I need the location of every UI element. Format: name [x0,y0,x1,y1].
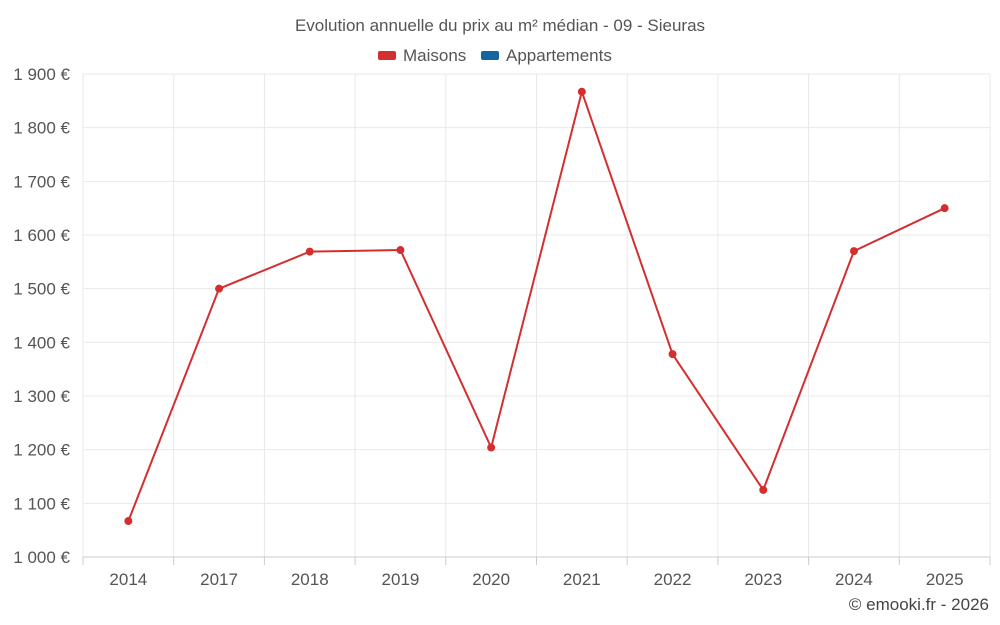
data-point[interactable] [124,517,133,526]
x-tick-label: 2018 [291,570,329,589]
x-tick-label: 2014 [109,570,147,589]
y-tick-label: 1 000 € [13,548,70,567]
data-point[interactable] [487,443,496,452]
y-tick-label: 1 500 € [13,280,70,299]
x-tick-label: 2017 [200,570,238,589]
axes [82,556,991,565]
y-tick-label: 1 700 € [13,172,70,191]
legend-label-appartements: Appartements [506,46,612,65]
x-tick-label: 2024 [835,570,873,589]
data-point[interactable] [577,87,586,96]
legend: Maisons Appartements [378,46,612,65]
legend-swatch-appartements [481,51,499,60]
y-tick-label: 1 400 € [13,333,70,352]
legend-label-maisons: Maisons [403,46,466,65]
y-axis-labels: 1 000 € 1 100 € 1 200 € 1 300 € 1 400 € 1 500… [13,65,70,567]
credit-text: © emooki.fr - 2026 [849,595,989,614]
data-point[interactable] [849,247,858,256]
legend-swatch-maisons [378,51,396,60]
data-point[interactable] [215,284,224,293]
y-tick-label: 1 600 € [13,226,70,245]
series-line [127,90,946,522]
legend-item-maisons[interactable]: Maisons [378,46,466,65]
data-point[interactable] [759,485,768,494]
series-maisons [124,87,949,526]
x-tick-label: 2023 [744,570,782,589]
legend-item-appartements[interactable]: Appartements [481,46,612,65]
y-tick-label: 1 200 € [13,441,70,460]
x-tick-label: 2022 [654,570,692,589]
x-tick-label: 2020 [472,570,510,589]
x-tick-label: 2025 [926,570,964,589]
data-point[interactable] [396,246,405,255]
x-axis-labels: 2014 2017 2018 2019 2020 2021 2022 2023 2024 2025 [109,570,963,589]
y-tick-label: 1 300 € [13,387,70,406]
y-tick-label: 1 100 € [13,494,70,513]
x-tick-label: 2019 [382,570,420,589]
data-point[interactable] [668,350,677,359]
y-tick-label: 1 900 € [13,65,70,84]
data-point[interactable] [305,247,314,256]
chart-title: Evolution annuelle du prix au m² médian … [295,16,705,35]
x-tick-label: 2021 [563,570,601,589]
grid-lines [82,73,991,557]
y-tick-label: 1 800 € [13,119,70,138]
data-point[interactable] [940,204,949,213]
